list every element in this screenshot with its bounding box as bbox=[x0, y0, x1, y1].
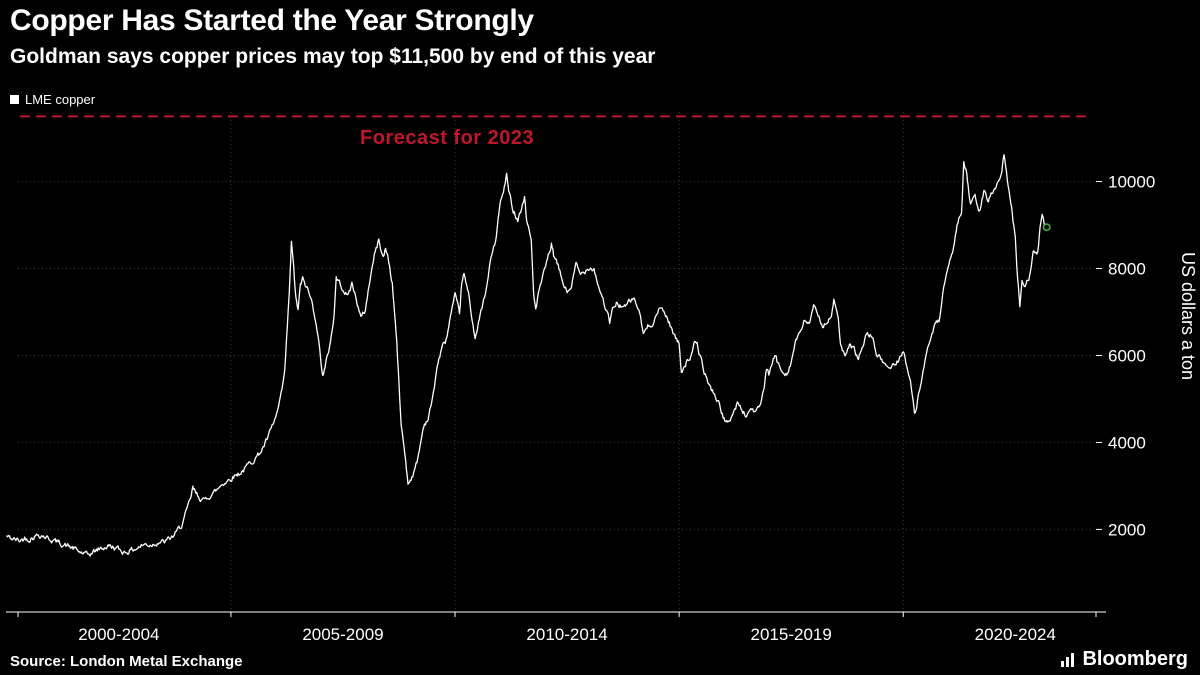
page-title: Copper Has Started the Year Strongly bbox=[10, 4, 534, 37]
page-subtitle: Goldman says copper prices may top $11,5… bbox=[10, 45, 656, 68]
svg-text:2000: 2000 bbox=[1108, 520, 1146, 539]
bloomberg-wordmark: Bloomberg bbox=[1082, 648, 1188, 670]
bloomberg-bars-icon bbox=[1061, 652, 1075, 667]
svg-text:2000-2004: 2000-2004 bbox=[78, 625, 159, 644]
legend-swatch-icon bbox=[10, 95, 19, 104]
svg-text:10000: 10000 bbox=[1108, 173, 1155, 192]
svg-text:2010-2014: 2010-2014 bbox=[526, 625, 607, 644]
legend-label: LME copper bbox=[25, 92, 96, 107]
source-note: Source: London Metal Exchange bbox=[10, 653, 243, 670]
svg-text:2005-2009: 2005-2009 bbox=[302, 625, 383, 644]
svg-text:4000: 4000 bbox=[1108, 433, 1146, 452]
y-axis-label: US dollars a ton bbox=[1178, 252, 1198, 381]
svg-text:6000: 6000 bbox=[1108, 346, 1146, 365]
svg-text:2020-2024: 2020-2024 bbox=[975, 625, 1056, 644]
chart-legend: LME copper bbox=[10, 92, 95, 107]
svg-text:2015-2019: 2015-2019 bbox=[751, 625, 832, 644]
forecast-label: Forecast for 2023 bbox=[360, 127, 535, 149]
svg-text:8000: 8000 bbox=[1108, 260, 1146, 279]
bloomberg-logo: Bloomberg bbox=[1060, 648, 1188, 671]
